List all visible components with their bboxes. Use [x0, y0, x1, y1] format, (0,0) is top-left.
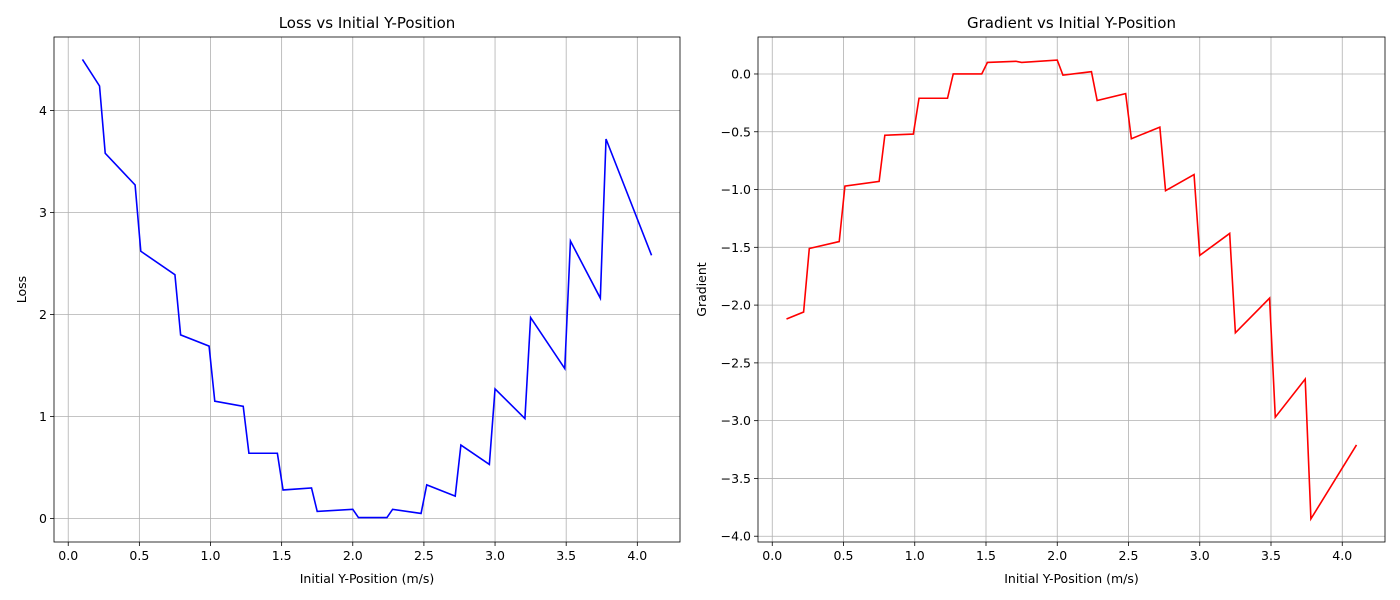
gradient-y-tick-label: −0.5 [721, 124, 751, 139]
gradient-x-tick-label: 2.0 [1047, 548, 1067, 563]
loss-x-tick-label: 1.0 [201, 548, 221, 563]
loss-x-axis-label: Initial Y-Position (m/s) [300, 571, 435, 586]
gradient-axes-frame [757, 36, 1386, 543]
gradient-y-tick-label: −2.5 [721, 355, 751, 370]
loss-x-tick-label: 1.5 [272, 548, 292, 563]
loss-chart-title: Loss vs Initial Y-Position [279, 14, 456, 32]
loss-y-axis-label: Loss [14, 276, 29, 303]
gradient-y-tick-label: 0.0 [731, 66, 751, 81]
gradient-y-tick-label: −2.0 [721, 298, 751, 313]
loss-x-tick-label: 3.5 [556, 548, 576, 563]
loss-y-tick-label: 0 [39, 511, 47, 526]
loss-y-tick-label: 4 [39, 103, 47, 118]
gradient-y-tick-label: −1.0 [721, 182, 751, 197]
gradient-y-tick-label: −4.0 [721, 529, 751, 544]
loss-x-tick-label: 3.0 [485, 548, 505, 563]
gradient-x-tick-label: 0.5 [834, 548, 854, 563]
loss-y-tick-label: 3 [39, 205, 47, 220]
gradient-x-tick-label: 1.0 [905, 548, 925, 563]
loss-axes-frame [53, 36, 681, 543]
loss-x-tick-label: 0.0 [58, 548, 78, 563]
gradient-x-tick-label: 3.5 [1261, 548, 1281, 563]
gradient-y-tick-label: −1.5 [721, 240, 751, 255]
loss-x-tick-label: 2.5 [414, 548, 434, 563]
gradient-y-axis-label: Gradient [694, 262, 709, 317]
gradient-x-axis-label: Initial Y-Position (m/s) [1004, 571, 1139, 586]
gradient-y-tick-label: −3.0 [721, 413, 751, 428]
loss-x-tick-label: 4.0 [627, 548, 647, 563]
loss-x-tick-label: 0.5 [129, 548, 149, 563]
gradient-x-tick-label: 3.0 [1190, 548, 1210, 563]
gradient-x-tick-label: 2.5 [1119, 548, 1139, 563]
loss-y-tick-label: 1 [39, 409, 47, 424]
loss-chart: 0.0 0.5 1.0 1.5 2.0 2.5 3.0 3.5 4.0 0 1 2 3 4 Loss vs … [14, 14, 681, 586]
gradient-x-tick-label: 0.0 [762, 548, 782, 563]
gradient-chart-title: Gradient vs Initial Y-Position [967, 14, 1176, 32]
gradient-x-tick-label: 4.0 [1332, 548, 1352, 563]
gradient-x-tick-label: 1.5 [976, 548, 996, 563]
loss-y-tick-label: 2 [39, 307, 47, 322]
gradient-chart: 0.0 0.5 1.0 1.5 2.0 2.5 3.0 3.5 4.0 0.0 −0.5 −1.0 −1… [694, 14, 1386, 586]
loss-x-tick-label: 2.0 [343, 548, 363, 563]
gradient-y-tick-label: −3.5 [721, 471, 751, 486]
gradient-series-line [786, 59, 1358, 522]
loss-series-line [81, 59, 653, 519]
